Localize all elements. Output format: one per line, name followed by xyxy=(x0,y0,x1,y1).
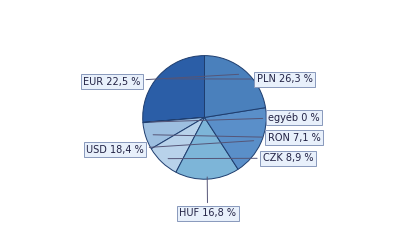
Wedge shape xyxy=(143,56,204,122)
Text: HUF 16,8 %: HUF 16,8 % xyxy=(179,177,236,218)
Wedge shape xyxy=(176,117,238,179)
Text: egyéb 0 %: egyéb 0 % xyxy=(151,112,320,123)
Wedge shape xyxy=(143,117,204,149)
Text: EUR 22,5 %: EUR 22,5 % xyxy=(83,74,238,87)
Text: CZK 8,9 %: CZK 8,9 % xyxy=(168,153,313,163)
Text: PLN 26,3 %: PLN 26,3 % xyxy=(166,74,313,84)
Wedge shape xyxy=(151,117,204,172)
Wedge shape xyxy=(204,56,265,117)
Wedge shape xyxy=(204,108,266,169)
Wedge shape xyxy=(143,117,204,123)
Text: RON 7,1 %: RON 7,1 % xyxy=(153,133,321,143)
Text: USD 18,4 %: USD 18,4 % xyxy=(86,141,254,154)
